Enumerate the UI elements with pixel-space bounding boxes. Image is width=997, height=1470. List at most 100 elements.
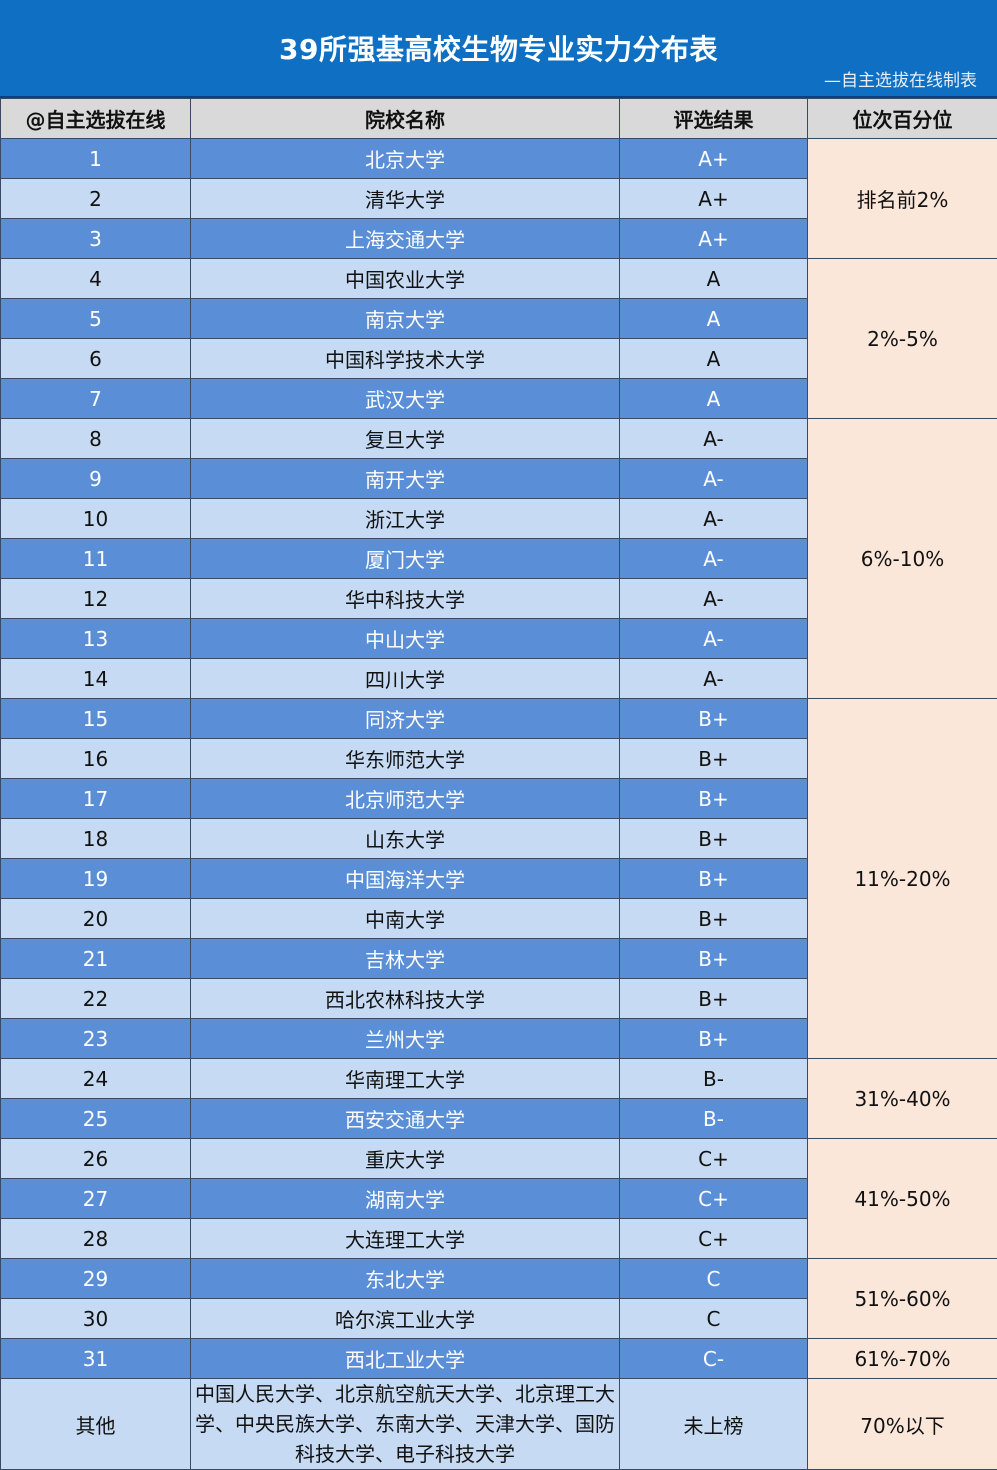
other-schools-cell: 中国人民大学、北京航空航天大学、北京理工大学、中央民族大学、东南大学、天津大学、… xyxy=(191,1379,620,1470)
other-percentile-cell: 70%以下 xyxy=(808,1379,997,1470)
grade-cell: A+ xyxy=(620,179,808,219)
school-cell: 北京大学 xyxy=(191,139,620,179)
grade-cell: C- xyxy=(620,1339,808,1379)
rank-cell: 12 xyxy=(1,579,191,619)
school-cell: 西北农林科技大学 xyxy=(191,979,620,1019)
grade-cell: B+ xyxy=(620,699,808,739)
school-cell: 中山大学 xyxy=(191,619,620,659)
rank-cell: 6 xyxy=(1,339,191,379)
rank-cell: 20 xyxy=(1,899,191,939)
school-cell: 四川大学 xyxy=(191,659,620,699)
rank-cell: 7 xyxy=(1,379,191,419)
school-cell: 大连理工大学 xyxy=(191,1219,620,1259)
grade-cell: C+ xyxy=(620,1139,808,1179)
page-title: 39所强基高校生物专业实力分布表 xyxy=(0,28,997,68)
grade-cell: B- xyxy=(620,1059,808,1099)
grade-cell: B+ xyxy=(620,739,808,779)
rank-cell: 16 xyxy=(1,739,191,779)
school-cell: 清华大学 xyxy=(191,179,620,219)
grade-cell: B+ xyxy=(620,979,808,1019)
school-cell: 西北工业大学 xyxy=(191,1339,620,1379)
rank-cell: 9 xyxy=(1,459,191,499)
school-cell: 同济大学 xyxy=(191,699,620,739)
percentile-cell: 排名前2% xyxy=(808,139,997,259)
grade-cell: A+ xyxy=(620,139,808,179)
rank-cell: 25 xyxy=(1,1099,191,1139)
school-cell: 中南大学 xyxy=(191,899,620,939)
grade-cell: C+ xyxy=(620,1179,808,1219)
column-header-percentile: 位次百分位 xyxy=(808,99,997,139)
grade-cell: C xyxy=(620,1259,808,1299)
rank-cell: 14 xyxy=(1,659,191,699)
school-cell: 厦门大学 xyxy=(191,539,620,579)
school-cell: 浙江大学 xyxy=(191,499,620,539)
grade-cell: A xyxy=(620,339,808,379)
rank-cell: 15 xyxy=(1,699,191,739)
grade-cell: A+ xyxy=(620,219,808,259)
school-cell: 中国农业大学 xyxy=(191,259,620,299)
percentile-cell: 31%-40% xyxy=(808,1059,997,1139)
school-cell: 复旦大学 xyxy=(191,419,620,459)
school-cell: 西安交通大学 xyxy=(191,1099,620,1139)
rank-cell: 24 xyxy=(1,1059,191,1099)
rank-cell: 23 xyxy=(1,1019,191,1059)
grade-cell: B+ xyxy=(620,1019,808,1059)
percentile-cell: 11%-20% xyxy=(808,699,997,1059)
column-header-grade: 评选结果 xyxy=(620,99,808,139)
grade-cell: A xyxy=(620,259,808,299)
grade-cell: A- xyxy=(620,459,808,499)
other-rank-cell: 其他 xyxy=(1,1379,191,1470)
grade-cell: A- xyxy=(620,419,808,459)
rank-cell: 5 xyxy=(1,299,191,339)
percentile-cell: 2%-5% xyxy=(808,259,997,419)
grade-cell: B+ xyxy=(620,819,808,859)
school-cell: 华南理工大学 xyxy=(191,1059,620,1099)
rank-cell: 10 xyxy=(1,499,191,539)
rank-cell: 2 xyxy=(1,179,191,219)
title-banner: 39所强基高校生物专业实力分布表 —自主选拔在线制表 xyxy=(0,0,997,98)
other-grade-cell: 未上榜 xyxy=(620,1379,808,1470)
page-subtitle: —自主选拔在线制表 xyxy=(824,66,977,91)
rank-cell: 3 xyxy=(1,219,191,259)
rank-cell: 13 xyxy=(1,619,191,659)
school-cell: 华中科技大学 xyxy=(191,579,620,619)
percentile-cell: 6%-10% xyxy=(808,419,997,699)
grade-cell: A- xyxy=(620,579,808,619)
grade-cell: B+ xyxy=(620,939,808,979)
rank-cell: 22 xyxy=(1,979,191,1019)
grade-cell: C xyxy=(620,1299,808,1339)
school-cell: 上海交通大学 xyxy=(191,219,620,259)
column-header-school: 院校名称 xyxy=(191,99,620,139)
grade-cell: B+ xyxy=(620,779,808,819)
rank-cell: 29 xyxy=(1,1259,191,1299)
school-cell: 东北大学 xyxy=(191,1259,620,1299)
grade-cell: A- xyxy=(620,539,808,579)
school-cell: 兰州大学 xyxy=(191,1019,620,1059)
table-header-row: @自主选拔在线 院校名称 评选结果 位次百分位 xyxy=(1,99,997,139)
rank-cell: 31 xyxy=(1,1339,191,1379)
grade-cell: A- xyxy=(620,659,808,699)
rank-cell: 8 xyxy=(1,419,191,459)
grade-cell: A xyxy=(620,379,808,419)
school-cell: 湖南大学 xyxy=(191,1179,620,1219)
school-cell: 哈尔滨工业大学 xyxy=(191,1299,620,1339)
grade-cell: B+ xyxy=(620,899,808,939)
column-header-rank: @自主选拔在线 xyxy=(1,99,191,139)
percentile-cell: 41%-50% xyxy=(808,1139,997,1259)
school-cell: 中国海洋大学 xyxy=(191,859,620,899)
school-cell: 武汉大学 xyxy=(191,379,620,419)
rank-cell: 18 xyxy=(1,819,191,859)
rank-cell: 19 xyxy=(1,859,191,899)
school-cell: 北京师范大学 xyxy=(191,779,620,819)
percentile-cell: 61%-70% xyxy=(808,1339,997,1379)
rank-cell: 26 xyxy=(1,1139,191,1179)
school-cell: 南京大学 xyxy=(191,299,620,339)
